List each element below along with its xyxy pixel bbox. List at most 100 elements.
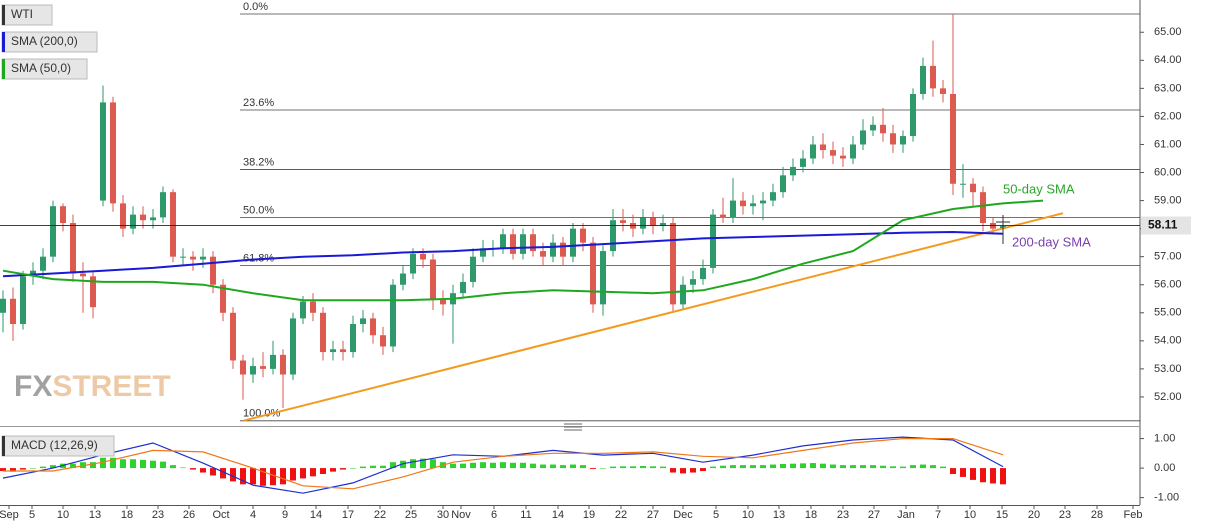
candle-body: [260, 366, 266, 369]
histogram-bar: [710, 466, 716, 469]
x-tick-label: 20: [1028, 509, 1040, 521]
x-tick-label: 22: [615, 509, 627, 521]
candle-body: [580, 228, 586, 243]
x-tick-label: Sep: [0, 509, 19, 521]
histogram-bar: [940, 466, 946, 469]
histogram-bar: [170, 465, 176, 469]
x-tick-label: 6: [491, 509, 497, 521]
histogram-bar: [510, 462, 516, 469]
last-price-box: [1141, 216, 1191, 235]
histogram-bar: [130, 459, 136, 469]
histogram-bar: [790, 463, 796, 469]
histogram-bar: [340, 468, 346, 470]
fib-label: 0.0%: [243, 1, 268, 13]
histogram-bar: [800, 463, 806, 469]
y-tick-label: 52.00: [1154, 391, 1182, 403]
candle-body: [760, 200, 766, 204]
candle-body: [270, 354, 276, 369]
histogram-bar: [880, 465, 886, 469]
fib-label: 23.6%: [243, 97, 274, 109]
histogram-bar: [270, 468, 276, 486]
candle-body: [910, 93, 916, 137]
candle-body: [780, 175, 786, 193]
x-tick-label: 18: [121, 509, 133, 521]
histogram-bar: [780, 463, 786, 469]
candle-body: [80, 273, 86, 277]
candle-body: [20, 276, 26, 325]
histogram-bar: [930, 465, 936, 469]
histogram-bar: [460, 463, 466, 469]
histogram-bar: [120, 459, 126, 469]
histogram-bar: [100, 457, 106, 469]
candle-body: [280, 354, 286, 375]
legend-swatch: [2, 59, 5, 79]
candle-body: [390, 284, 396, 347]
histogram-bar: [890, 466, 896, 469]
histogram-bar: [110, 457, 116, 469]
histogram-bar: [300, 468, 306, 479]
candle-body: [60, 206, 66, 224]
histogram-bar: [650, 466, 656, 469]
panel-title: MACD (12,26,9): [11, 438, 98, 452]
x-tick-label: 5: [713, 509, 719, 521]
histogram-bar: [310, 468, 316, 477]
x-tick-label: 10: [964, 509, 976, 521]
histogram-bar: [290, 468, 296, 481]
candle-body: [670, 223, 676, 305]
candle-body: [740, 200, 746, 207]
histogram-bar: [770, 464, 776, 469]
candle-body: [530, 234, 536, 252]
x-tick-label: 10: [742, 509, 754, 521]
histogram-bar: [90, 462, 96, 469]
histogram-bar: [540, 464, 546, 469]
histogram-bar: [980, 468, 986, 483]
candle-body: [940, 88, 946, 94]
candle-body: [470, 256, 476, 282]
candle-body: [430, 259, 436, 299]
histogram-bar: [250, 468, 256, 485]
histogram-bar: [480, 462, 486, 469]
candle-body: [440, 298, 446, 305]
candle-body: [230, 312, 236, 361]
annotation: 50-day SMA: [1003, 181, 1075, 196]
histogram-bar: [200, 468, 206, 473]
candle-body: [620, 220, 626, 224]
histogram-bar: [820, 463, 826, 469]
candle-body: [10, 298, 16, 325]
candle-body: [570, 228, 576, 257]
candle-body: [600, 251, 606, 305]
candle-body: [50, 206, 56, 257]
candle-body: [920, 65, 926, 94]
histogram-bar: [830, 464, 836, 469]
candle-body: [510, 234, 516, 254]
candle-body: [300, 301, 306, 319]
candle-body: [150, 217, 156, 221]
y-tick-label: 63.00: [1154, 82, 1182, 94]
candle-body: [140, 214, 146, 221]
legend-label: WTI: [11, 7, 33, 21]
sma-line: [2, 230, 1004, 278]
x-tick-label: 30: [437, 509, 449, 521]
histogram-bar: [720, 465, 726, 469]
candle-body: [640, 217, 646, 229]
histogram-bar: [960, 468, 966, 477]
y-tick-label: 60.00: [1154, 166, 1182, 178]
histogram-bar: [40, 466, 46, 469]
legend-label: SMA (50,0): [11, 61, 71, 75]
x-tick-label: 23: [837, 509, 849, 521]
histogram-bar: [390, 462, 396, 469]
candle-body: [370, 318, 376, 336]
annotation: 200-day SMA: [1012, 234, 1091, 249]
x-tick-label: 27: [647, 509, 659, 521]
histogram-bar: [210, 468, 216, 476]
fib-label: 38.2%: [243, 156, 274, 168]
candle-body: [880, 124, 886, 134]
candle-body: [690, 279, 696, 285]
y-tick-label: 55.00: [1154, 307, 1182, 319]
candle-body: [400, 273, 406, 285]
histogram-bar: [370, 465, 376, 469]
histogram-bar: [760, 465, 766, 469]
candle-body: [460, 281, 466, 294]
histogram-bar: [570, 464, 576, 469]
histogram-bar: [530, 463, 536, 469]
